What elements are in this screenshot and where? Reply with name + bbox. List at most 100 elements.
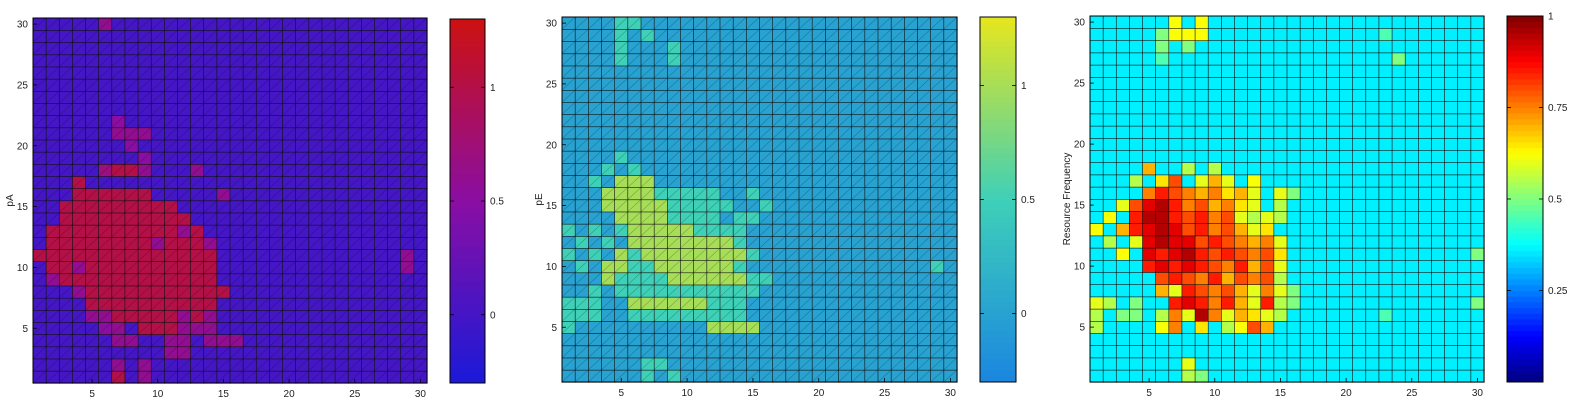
heatmap-cell bbox=[1444, 320, 1459, 334]
heatmap-cell bbox=[1102, 125, 1117, 139]
cell-hatch bbox=[164, 29, 178, 43]
heatmap-cell bbox=[1312, 198, 1328, 212]
heatmap-cell bbox=[1273, 332, 1288, 347]
heatmap-cell bbox=[1470, 345, 1485, 359]
cell-hatch bbox=[45, 17, 60, 31]
cell-hatch bbox=[85, 175, 99, 189]
heatmap-cell bbox=[1339, 125, 1354, 139]
heatmap-cell bbox=[1273, 174, 1288, 188]
heatmap-cell bbox=[1115, 137, 1131, 151]
cell-hatch bbox=[59, 29, 73, 43]
heatmap-cell bbox=[1378, 296, 1393, 310]
heatmap-cell bbox=[1418, 52, 1433, 66]
cell-hatch bbox=[164, 224, 178, 238]
cell-hatch bbox=[137, 115, 152, 128]
heatmap-cell bbox=[1391, 88, 1406, 102]
heatmap-cell bbox=[1404, 296, 1419, 310]
heatmap-cell bbox=[1391, 101, 1406, 115]
heatmap-cell bbox=[1404, 357, 1419, 371]
cell-hatch bbox=[72, 212, 86, 226]
heatmap-cell bbox=[1312, 174, 1328, 188]
heatmap-cell bbox=[1444, 284, 1459, 298]
cell-hatch bbox=[190, 66, 204, 80]
colorbar-band bbox=[450, 360, 485, 367]
heatmap-cell bbox=[1404, 332, 1419, 347]
heatmap-cell bbox=[1102, 332, 1117, 347]
colorbar-band bbox=[450, 348, 485, 355]
heatmap-cell bbox=[1273, 40, 1288, 54]
heatmap-cell bbox=[1299, 52, 1314, 66]
heatmap-cell bbox=[1444, 247, 1459, 261]
heatmap-cell bbox=[1457, 88, 1472, 102]
cell-hatch bbox=[32, 54, 47, 67]
y-tick-label: 30 bbox=[546, 19, 558, 30]
heatmap-cell bbox=[1404, 174, 1419, 188]
cell-hatch bbox=[59, 285, 73, 299]
heatmap-cell bbox=[1286, 284, 1301, 298]
heatmap-cell bbox=[1155, 223, 1170, 237]
heatmap-cell bbox=[1247, 235, 1262, 249]
heatmap-cell bbox=[1168, 235, 1183, 249]
heatmap-cell bbox=[1299, 247, 1314, 261]
heatmap-cell bbox=[1181, 27, 1196, 42]
colorbar-band bbox=[1507, 256, 1543, 263]
cell-hatch bbox=[177, 139, 191, 153]
colorbar-band bbox=[1507, 124, 1543, 131]
cell-hatch bbox=[177, 151, 191, 165]
colorbar-band bbox=[450, 64, 485, 71]
heatmap-cell bbox=[1286, 271, 1301, 286]
heatmap-cell bbox=[1181, 369, 1196, 383]
heatmap-cell bbox=[1168, 271, 1183, 286]
cell-hatch bbox=[164, 78, 178, 92]
cell-hatch bbox=[59, 236, 73, 250]
cell-hatch bbox=[45, 151, 60, 165]
heatmap-cell bbox=[1391, 149, 1406, 163]
heatmap-cell bbox=[1457, 284, 1472, 298]
heatmap-cell bbox=[1391, 235, 1406, 249]
heatmap-cell bbox=[1365, 186, 1380, 200]
heatmap-cell bbox=[1155, 88, 1170, 102]
cell-hatch bbox=[32, 224, 47, 238]
heatmap-cell bbox=[1129, 296, 1144, 310]
cell-hatch bbox=[45, 346, 60, 359]
heatmap-cell bbox=[1155, 15, 1170, 29]
colorbar-tick-label: 0 bbox=[490, 310, 496, 321]
cell-hatch bbox=[85, 261, 99, 274]
cell-hatch bbox=[177, 78, 191, 92]
heatmap-cell bbox=[1404, 223, 1419, 237]
heatmap-cell bbox=[1273, 27, 1288, 42]
heatmap-cell bbox=[1168, 284, 1183, 298]
colorbar-band bbox=[450, 115, 485, 122]
heatmap-cell bbox=[1155, 76, 1170, 90]
cell-hatch bbox=[45, 115, 60, 128]
heatmap-cell bbox=[1312, 125, 1328, 139]
cell-hatch bbox=[98, 370, 113, 384]
heatmap-cell bbox=[1339, 357, 1354, 371]
heatmap-cell bbox=[1418, 271, 1433, 286]
colorbar-band bbox=[1507, 164, 1543, 171]
cell-hatch bbox=[45, 127, 60, 140]
heatmap-cell bbox=[1312, 271, 1328, 286]
cell-hatch bbox=[59, 66, 73, 80]
heatmap-cell bbox=[1470, 186, 1485, 200]
heatmap-cell bbox=[1221, 186, 1236, 200]
heatmap-cell bbox=[1168, 88, 1183, 102]
colorbar-band bbox=[450, 47, 485, 54]
colorbar-band bbox=[1507, 158, 1543, 166]
heatmap-cell bbox=[1378, 137, 1393, 151]
heatmap-cell bbox=[1129, 284, 1144, 298]
cell-hatch bbox=[72, 261, 86, 274]
heatmap-cell bbox=[1115, 162, 1131, 176]
heatmap-cell bbox=[1129, 125, 1144, 139]
heatmap-cell bbox=[1168, 101, 1183, 115]
heatmap-cell bbox=[1286, 125, 1301, 139]
cell-hatch bbox=[45, 297, 60, 311]
colorbar-band bbox=[1507, 44, 1543, 51]
heatmap-cell bbox=[1470, 40, 1485, 54]
cell-hatch bbox=[111, 151, 126, 165]
heatmap-cell bbox=[1142, 52, 1157, 66]
heatmap-cell bbox=[1273, 88, 1288, 102]
heatmap-cell bbox=[1260, 149, 1275, 163]
heatmap-cell bbox=[1326, 332, 1341, 347]
